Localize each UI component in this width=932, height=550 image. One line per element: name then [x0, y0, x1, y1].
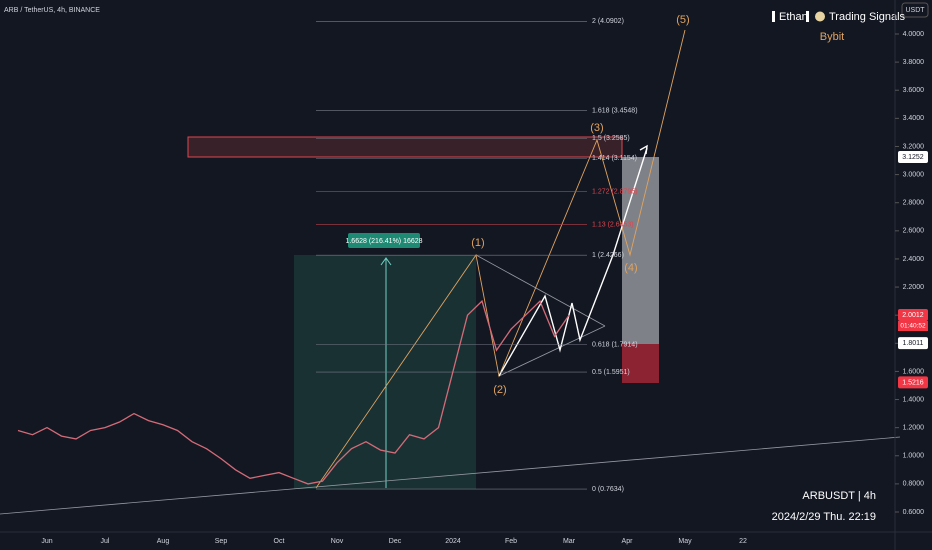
- currency-box: [901, 2, 929, 18]
- countdown-box: [898, 321, 928, 332]
- y-tick-label: 1.0000: [903, 453, 925, 460]
- x-tick-label: Mar: [563, 538, 576, 545]
- price-line: [17, 299, 570, 485]
- countdown: 01:40:52: [900, 323, 926, 330]
- chart-title: ARB / TetherUS, 4h, BINANCE: [4, 7, 100, 14]
- y-tick-label: 3.0000: [903, 171, 925, 178]
- price-tag: [898, 337, 928, 350]
- x-tick-label: Sep: [215, 538, 228, 545]
- y-tick-label: 0.8000: [903, 481, 925, 488]
- fib-label: 1.13 (2.6453): [592, 221, 634, 228]
- price-tag-label: 1.5216: [902, 379, 924, 386]
- y-tick-label: 1.6000: [903, 368, 925, 375]
- fib-label: 1.272 (2.8795): [592, 188, 638, 195]
- x-tick-label: Nov: [331, 538, 344, 545]
- y-tick-label: 2.6000: [903, 228, 925, 235]
- y-tick-label: 4.0000: [903, 31, 925, 38]
- symbol-label: ARBUSDT | 4h: [802, 490, 876, 502]
- wave-label: (2): [493, 384, 506, 396]
- price-tag-label: 2.0012: [902, 312, 924, 319]
- x-tick-label: May: [678, 538, 692, 545]
- x-tick-label: Aug: [157, 538, 170, 545]
- wave-label: (5): [676, 14, 689, 26]
- currency: USDT: [905, 7, 925, 14]
- fib-label: 1 (2.4266): [592, 252, 624, 259]
- price-tag-label: 3.1252: [902, 154, 924, 161]
- y-tick-label: 3.6000: [903, 87, 925, 94]
- y-tick-label: 2.4000: [903, 256, 925, 263]
- y-tick-label: 2.2000: [903, 284, 925, 291]
- fib-label: 0.618 (1.7914): [592, 341, 638, 348]
- price-tag-label: 1.8011: [903, 340, 924, 347]
- fib-label: 1.618 (3.4548): [592, 107, 638, 114]
- x-tick-label: Apr: [622, 538, 634, 545]
- x-tick-label: Feb: [505, 538, 517, 545]
- triangle-upper: [475, 254, 606, 327]
- x-tick-label: 2024: [445, 538, 461, 545]
- brand-dot: [815, 11, 825, 22]
- brand-bar: [806, 11, 809, 22]
- x-tick-label: Jun: [41, 538, 52, 545]
- y-tick-label: 0.6000: [903, 509, 925, 516]
- measure-arrow-head: [380, 257, 392, 266]
- triangle-lower: [498, 325, 606, 377]
- y-tick-label: 1.2000: [903, 424, 925, 431]
- wave-label: (1): [471, 237, 484, 249]
- brand-bar: [772, 11, 775, 22]
- brand-name: Ethan: [779, 11, 808, 23]
- brand-tagline: Trading Signals: [829, 11, 906, 23]
- x-tick-label: Jul: [101, 538, 110, 545]
- projection-arrow: [639, 144, 648, 155]
- fib-label: 1.414 (3.1154): [592, 155, 637, 162]
- fib-label: 0.5 (1.5951): [592, 369, 630, 376]
- price-tag: [898, 150, 928, 163]
- target-zone: [622, 157, 659, 344]
- y-tick-label: 3.8000: [903, 59, 925, 66]
- x-tick-label: Oct: [274, 538, 285, 545]
- x-tick-label: 22: [739, 538, 747, 545]
- fib-label: 1.5 (3.2585): [592, 135, 630, 142]
- y-tick-label: 3.2000: [903, 143, 925, 150]
- fib-label: 0 (0.7634): [592, 486, 624, 493]
- x-tick-label: Dec: [389, 538, 402, 545]
- resistance-zone: [187, 136, 623, 158]
- y-tick-label: 2.8000: [903, 200, 925, 207]
- measure-label: 1.6628 (216.41%) 16628: [345, 238, 422, 245]
- timestamp: 2024/2/29 Thu. 22:19: [772, 511, 876, 523]
- trend-line: [0, 436, 901, 515]
- y-tick-label: 1.4000: [903, 396, 925, 403]
- y-tick-label: 3.4000: [903, 115, 925, 122]
- wave-label: (4): [624, 262, 637, 274]
- wave-label: (3): [590, 122, 603, 134]
- exchange: Bybit: [820, 31, 844, 43]
- stop-zone: [622, 344, 659, 383]
- price-tag: [898, 309, 928, 322]
- projection-path: [498, 147, 648, 377]
- measure-label-box: [348, 233, 420, 248]
- price-tag: [898, 376, 928, 389]
- fib-label: 2 (4.0902): [592, 18, 624, 25]
- wave-path: [315, 29, 686, 489]
